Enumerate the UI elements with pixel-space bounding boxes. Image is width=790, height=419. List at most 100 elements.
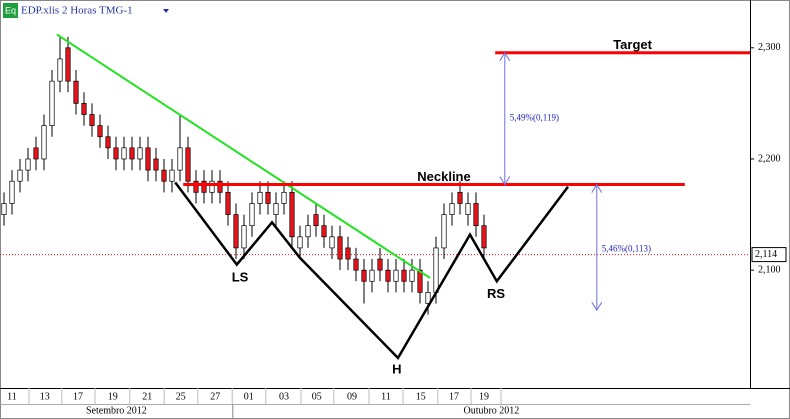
level-label: Neckline xyxy=(417,169,470,184)
candle-body xyxy=(121,147,127,160)
badge-box xyxy=(3,3,18,18)
candle-body xyxy=(257,191,263,204)
badge: Eq xyxy=(5,5,16,15)
candle-body xyxy=(297,236,303,249)
candle-body xyxy=(329,236,335,249)
candle-body xyxy=(9,180,15,204)
measure-label: 5,46%(0,113) xyxy=(602,243,651,253)
month-label: Outubro 2012 xyxy=(463,405,519,416)
candle-body xyxy=(17,169,23,182)
candle-body xyxy=(249,203,255,227)
candle-body xyxy=(145,147,151,171)
pattern-label: H xyxy=(392,362,401,377)
x-tick-label: 17 xyxy=(449,391,459,402)
candle-body xyxy=(481,225,487,249)
y-tick-label: 2,300 xyxy=(758,42,781,53)
candle-body xyxy=(281,191,287,204)
candle-body xyxy=(321,225,327,238)
candle-body xyxy=(1,203,7,215)
chart-title[interactable]: EDP.xlis 2 Horas TMG-1 xyxy=(21,5,133,17)
candle-body xyxy=(225,191,231,215)
candle-body xyxy=(369,269,375,282)
candle-body xyxy=(185,147,191,182)
candle-body xyxy=(241,225,247,249)
pattern-label: LS xyxy=(232,269,249,284)
candle-body xyxy=(193,180,199,193)
candle-body xyxy=(105,136,111,149)
measure-arrow xyxy=(499,176,511,186)
candle-body xyxy=(97,125,103,138)
last-price-label: 2,114 xyxy=(755,249,777,260)
candle-body xyxy=(441,214,447,249)
candle-body xyxy=(113,147,119,160)
pattern-line xyxy=(174,181,569,361)
candle-body xyxy=(233,214,239,249)
last-price-box xyxy=(751,247,787,263)
level-label: Target xyxy=(613,37,652,52)
y-tick-label: 2,200 xyxy=(758,153,781,164)
x-tick-label: 09 xyxy=(347,391,357,402)
candle-body xyxy=(201,180,207,193)
candle-body xyxy=(273,203,279,215)
candle-body xyxy=(337,236,343,260)
candle-body xyxy=(409,269,415,282)
candle-body xyxy=(25,158,31,171)
candle-body xyxy=(353,258,359,271)
x-tick-label: 01 xyxy=(244,391,254,402)
candle-body xyxy=(81,103,87,115)
x-tick-label: 11 xyxy=(381,391,391,402)
candle-body xyxy=(57,58,63,82)
candle-body xyxy=(209,180,215,193)
candle-body xyxy=(433,247,439,293)
y-tick-label: 2,100 xyxy=(758,264,781,275)
candle-body xyxy=(425,292,431,304)
x-tick-label: 03 xyxy=(279,391,289,402)
candle-body xyxy=(41,125,47,160)
candle-body xyxy=(361,269,367,282)
candle-body xyxy=(457,191,463,204)
candle-body xyxy=(33,147,39,160)
candle-body xyxy=(465,203,471,215)
x-tick-label: 25 xyxy=(176,391,186,402)
candle-body xyxy=(73,80,79,104)
candle-body xyxy=(65,47,71,82)
candle-body xyxy=(385,269,391,282)
candle-body xyxy=(217,180,223,193)
candle-body xyxy=(449,203,455,215)
x-tick-label: 27 xyxy=(210,391,220,402)
measure-arrow xyxy=(591,301,603,312)
plot xyxy=(0,33,750,361)
candle-body xyxy=(161,169,167,182)
candle-body xyxy=(313,214,319,227)
measure-arrow xyxy=(499,51,511,62)
x-tick-label: 19 xyxy=(479,391,489,402)
month-label: Setembro 2012 xyxy=(86,405,147,416)
measure-arrow xyxy=(591,183,603,193)
candle-body xyxy=(473,203,479,227)
candle-body xyxy=(177,147,183,171)
candle-body xyxy=(305,225,311,238)
candle-body xyxy=(393,269,399,282)
x-tick-label: 19 xyxy=(108,391,118,402)
candle-body xyxy=(417,269,423,293)
dropdown-arrow[interactable] xyxy=(163,9,169,13)
candle-body xyxy=(153,158,159,171)
candle-body xyxy=(89,114,95,126)
trendline xyxy=(56,33,431,279)
candle-body xyxy=(129,147,135,160)
pattern-label: RS xyxy=(487,286,505,301)
x-tick-label: 11 xyxy=(7,391,17,402)
x-tick-label: 15 xyxy=(416,391,426,402)
candle-body xyxy=(169,169,175,182)
candle-body xyxy=(265,191,271,204)
candle-body xyxy=(401,269,407,282)
candle-body xyxy=(49,80,55,126)
x-tick-label: 17 xyxy=(73,391,83,402)
x-tick-label: 21 xyxy=(142,391,152,402)
candle-body xyxy=(289,191,295,238)
candle-body xyxy=(377,258,383,271)
x-tick-label: 05 xyxy=(312,391,322,402)
candle-body xyxy=(137,147,143,160)
